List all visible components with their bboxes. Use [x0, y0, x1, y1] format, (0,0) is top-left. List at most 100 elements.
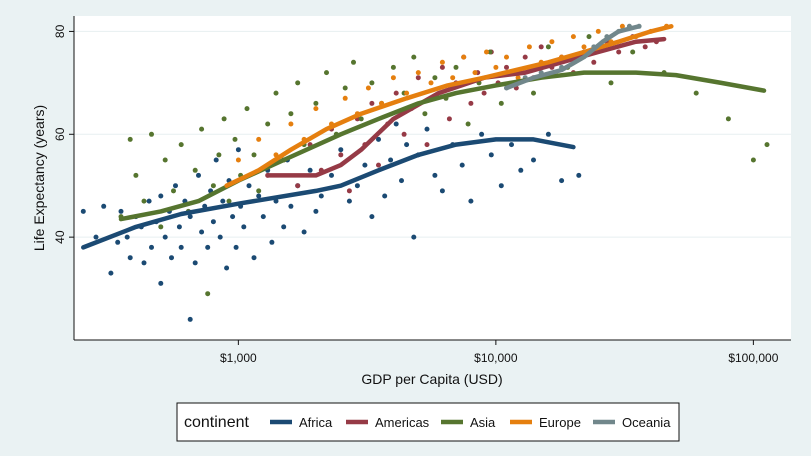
point-asia-28: [313, 100, 319, 106]
point-asia-23: [273, 90, 279, 96]
point-africa-82: [531, 157, 536, 163]
point-europe-18: [472, 70, 478, 76]
point-americas-30: [522, 54, 528, 60]
point-americas-41: [642, 44, 648, 50]
point-africa-3: [108, 270, 114, 276]
point-americas-13: [393, 90, 399, 96]
point-asia-57: [750, 157, 756, 163]
point-africa-59: [346, 198, 352, 204]
point-africa-51: [288, 203, 294, 209]
point-europe-13: [415, 70, 421, 76]
point-europe-25: [549, 39, 555, 45]
point-europe-7: [342, 95, 348, 101]
point-asia-21: [256, 188, 262, 194]
point-asia-26: [295, 80, 301, 86]
point-asia-52: [608, 80, 614, 86]
point-africa-44: [256, 193, 262, 199]
point-americas-11: [376, 162, 381, 168]
smooth-line-asia: [118, 70, 767, 222]
smooth-line-oceania: [504, 24, 642, 91]
point-europe-15: [439, 59, 445, 65]
point-africa-83: [545, 131, 551, 137]
point-africa-25: [192, 260, 198, 266]
point-africa-19: [173, 183, 178, 189]
point-africa-68: [404, 142, 410, 148]
point-europe-16: [450, 75, 456, 81]
point-asia-7: [171, 188, 176, 194]
grid: [74, 30, 791, 238]
point-asia-58: [764, 142, 770, 148]
legend-title: continent: [184, 414, 249, 431]
point-africa-15: [158, 280, 164, 286]
point-africa-31: [210, 219, 216, 225]
point-africa-62: [369, 214, 375, 220]
legend-label-africa: Africa: [299, 415, 333, 430]
point-africa-20: [176, 224, 182, 230]
point-asia-14: [216, 152, 222, 158]
point-asia-13: [210, 183, 216, 189]
point-africa-64: [382, 193, 388, 199]
point-africa-29: [205, 244, 211, 250]
y-axis-ticks: 40 60 80: [53, 24, 74, 244]
point-asia-55: [693, 90, 699, 96]
point-asia-48: [531, 90, 536, 96]
point-europe-0: [235, 157, 241, 163]
x-axis-title: GDP per Capita (USD): [361, 371, 502, 387]
point-americas-19: [439, 64, 445, 70]
point-asia-49: [545, 44, 551, 50]
point-africa-14: [158, 193, 164, 199]
point-asia-25: [288, 111, 294, 117]
point-africa-75: [459, 162, 465, 168]
point-africa-37: [230, 214, 236, 220]
x-tick-label-0: $1,000: [220, 351, 257, 365]
point-asia-36: [390, 64, 396, 70]
point-asia-46: [498, 100, 504, 106]
point-americas-14: [401, 131, 407, 137]
point-asia-32: [351, 59, 356, 65]
x-axis-ticks: $1,000 $10,000 $100,000: [220, 340, 779, 365]
legend-label-europe: Europe: [539, 415, 581, 430]
point-africa-58: [338, 147, 344, 153]
point-africa-72: [432, 172, 438, 178]
point-africa-84: [559, 178, 565, 184]
point-asia-17: [232, 136, 238, 142]
point-europe-23: [526, 44, 532, 50]
point-africa-12: [149, 244, 154, 250]
y-axis-title: Life Expectancy (years): [31, 105, 47, 251]
point-africa-2: [101, 203, 107, 209]
point-asia-31: [342, 85, 348, 91]
point-asia-39: [422, 111, 428, 117]
smooth-lines: [81, 24, 767, 250]
point-africa-41: [241, 224, 247, 230]
point-asia-16: [226, 198, 232, 204]
point-asia-3: [141, 198, 147, 204]
point-asia-6: [162, 157, 168, 163]
point-africa-32: [213, 157, 219, 163]
point-asia-2: [133, 172, 139, 178]
point-africa-56: [318, 193, 324, 199]
point-africa-26: [196, 172, 201, 178]
point-americas-16: [415, 75, 421, 81]
point-africa-57: [329, 172, 334, 178]
point-asia-29: [324, 70, 329, 76]
point-africa-69: [411, 234, 417, 240]
point-africa-61: [362, 162, 368, 168]
point-asia-38: [411, 54, 417, 60]
point-asia-11: [199, 126, 205, 132]
point-africa-4: [115, 239, 121, 245]
point-africa-65: [388, 157, 394, 163]
point-americas-25: [481, 90, 487, 96]
point-europe-12: [404, 90, 410, 96]
point-asia-33: [358, 116, 364, 122]
point-europe-5: [313, 106, 319, 112]
point-americas-6: [338, 152, 344, 158]
point-americas-28: [504, 64, 509, 70]
point-africa-79: [498, 183, 504, 189]
y-tick-label-0: 40: [53, 230, 67, 244]
x-tick-label-1: $10,000: [474, 351, 518, 365]
point-americas-39: [616, 49, 622, 55]
point-africa-45: [260, 214, 266, 220]
point-africa-39: [235, 147, 241, 153]
point-americas-2: [295, 183, 301, 189]
point-africa-24: [187, 214, 193, 220]
